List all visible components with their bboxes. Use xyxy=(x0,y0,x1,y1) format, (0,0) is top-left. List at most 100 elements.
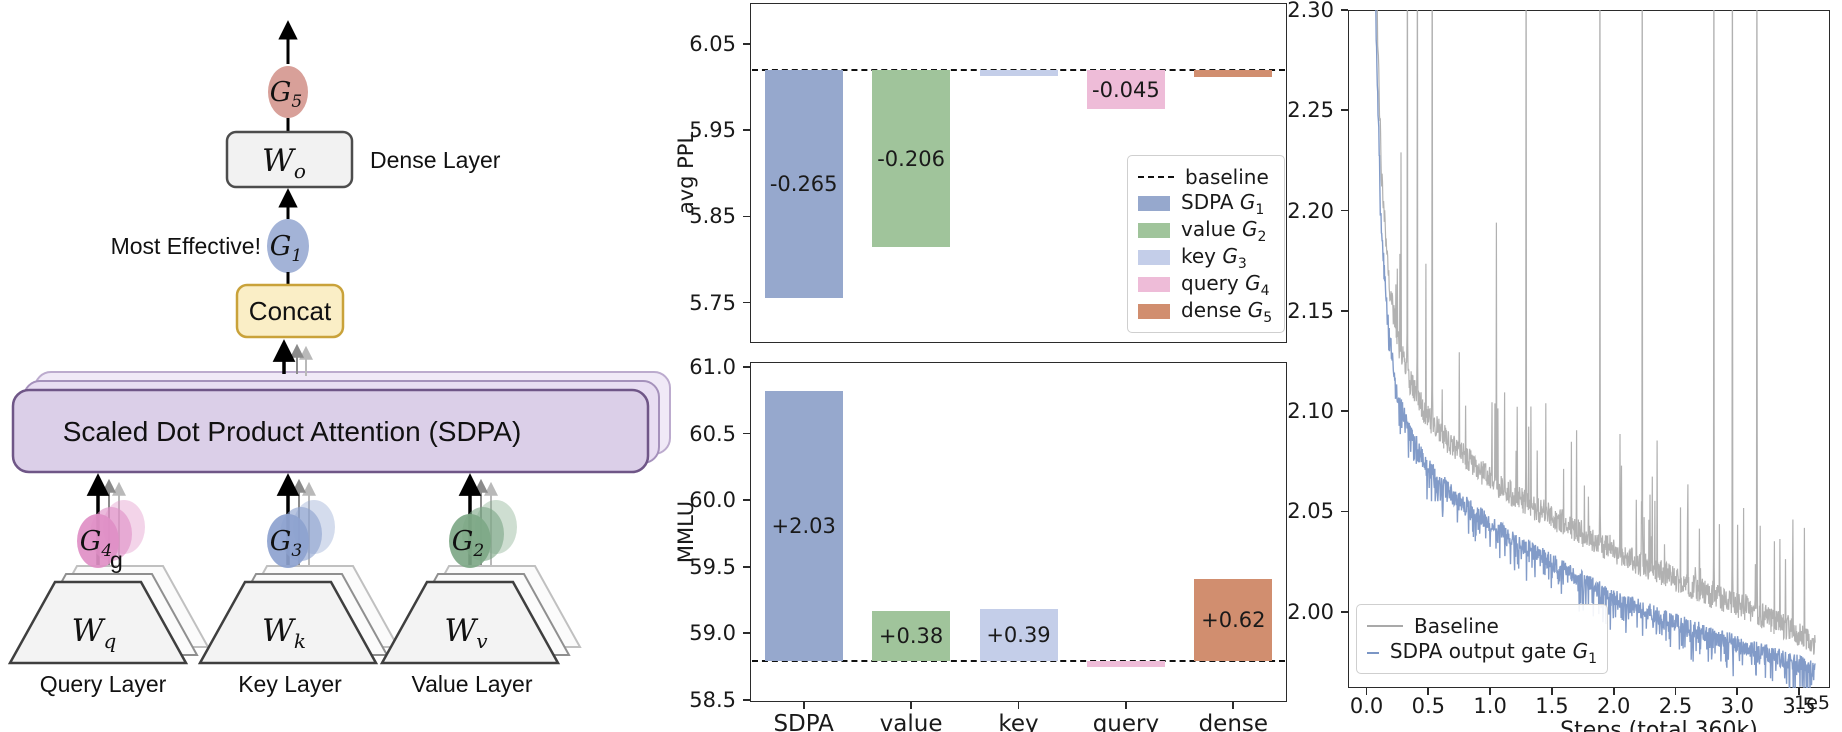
ppl-ytick-mark xyxy=(743,301,750,304)
bar-value xyxy=(872,610,951,662)
dense-layer-symbol: Wo xyxy=(262,143,306,183)
dense-layer-caption: Dense Layer xyxy=(370,147,501,173)
bar-SDPA xyxy=(764,70,843,299)
mmlu-ytick-mark xyxy=(743,432,750,435)
category-label-query: query xyxy=(1092,711,1160,732)
gate-g3-node xyxy=(267,514,309,568)
bar-label-SDPA: -0.265 xyxy=(769,172,838,197)
category-label-SDPA: SDPA xyxy=(773,711,834,732)
gate-g5-node xyxy=(268,66,308,118)
bar-label-value: -0.206 xyxy=(877,146,945,171)
wv-symbol: Wv xyxy=(444,613,488,653)
ppl-ytick-mark xyxy=(743,215,750,218)
legend-color-patch xyxy=(1138,277,1170,292)
legend-color-patch xyxy=(1138,223,1170,238)
bar-label-key: +0.39 xyxy=(986,623,1051,648)
gate-g5-label: G5 xyxy=(270,77,302,112)
concat-box xyxy=(235,283,345,339)
legend-item: key G3 xyxy=(1138,244,1274,272)
bar-label-query: -0.045 xyxy=(1092,77,1160,102)
wk-symbol: Wk xyxy=(262,613,306,653)
mmlu-ytick-mark xyxy=(743,698,750,701)
legend-item: SDPA G1 xyxy=(1138,189,1274,218)
legend-color-patch xyxy=(1138,250,1170,265)
sdpa-label: Scaled Dot Product Attention (SDPA) xyxy=(63,416,522,447)
legend-item: SDPA output gate G1 xyxy=(1367,639,1597,667)
mmlu-xtick-mark xyxy=(1017,702,1020,709)
gate-g4-label: G4 xyxy=(80,526,112,561)
loss-ytick-label: 2.00 xyxy=(1287,599,1334,624)
mmlu-ylabel: MMLU xyxy=(674,500,698,564)
legend-item: baseline xyxy=(1138,163,1274,190)
mmlu-ytick-mark xyxy=(743,565,750,568)
loss-xtick-label: 1.5 xyxy=(1535,694,1569,718)
loss-xtick-label: 1.0 xyxy=(1473,694,1507,718)
gate-g2-node xyxy=(449,514,491,568)
loss-xtick-label: 3.5 xyxy=(1782,694,1816,718)
legend-item: dense G5 xyxy=(1138,297,1274,326)
loss-ytick-label: 2.05 xyxy=(1287,499,1334,524)
ppl-ytick-label: 5.75 xyxy=(689,290,736,315)
loss-ytick-label: 2.25 xyxy=(1287,98,1334,123)
gate-g1-node xyxy=(267,219,309,273)
loss-ytick-label: 2.15 xyxy=(1287,298,1334,323)
category-label-dense: dense xyxy=(1198,711,1269,732)
mmlu-ytick-label: 59.0 xyxy=(689,621,736,646)
query-layer-caption: Query Layer xyxy=(40,671,167,697)
bar-query xyxy=(1086,661,1165,668)
loss-xtick-mark xyxy=(1427,688,1430,695)
branch-query: Wq G4 g Query Layer xyxy=(7,473,210,697)
loss-xtick-mark xyxy=(1674,688,1677,695)
loss-xtick-label: 2.0 xyxy=(1597,694,1631,718)
bar-key xyxy=(979,70,1058,77)
bar-label-dense: +0.62 xyxy=(1201,607,1266,632)
legend-color-patch xyxy=(1138,196,1170,211)
loss-ytick-mark xyxy=(1341,209,1348,212)
loss-xtick-mark xyxy=(1489,688,1492,695)
gate-g2-label: G2 xyxy=(452,526,484,561)
legend-label: query G4 xyxy=(1181,270,1270,299)
ppl-baseline-line xyxy=(752,69,1285,72)
series-sdpa-output-gate xyxy=(1375,10,1816,688)
legend-color-patch xyxy=(1138,304,1170,319)
legend-label: Baseline xyxy=(1414,613,1499,638)
loss-ytick-label: 2.30 xyxy=(1287,0,1334,22)
ppl-ylabel: avg PPL xyxy=(674,131,698,215)
legend-label: SDPA G1 xyxy=(1181,189,1265,218)
bar-SDPA xyxy=(764,390,843,662)
bar-label-value: +0.38 xyxy=(878,623,944,648)
category-label-value: value xyxy=(879,711,943,732)
loss-ytick-mark xyxy=(1341,510,1348,513)
wk-trapezoid xyxy=(197,580,379,665)
category-label-key: key xyxy=(998,711,1039,732)
gate-g3-label: G3 xyxy=(270,526,302,561)
mmlu-ytick-mark xyxy=(743,632,750,635)
mmlu-ytick-mark xyxy=(743,366,750,368)
mmlu-xtick-mark xyxy=(910,702,912,709)
bar-label-SDPA: +2.03 xyxy=(771,514,836,539)
ppl-legend: baseline SDPA G1 value G2 key G3 query G4 den… xyxy=(1127,155,1285,333)
mmlu-xtick-mark xyxy=(1232,702,1235,709)
mmlu-ytick-label: 60.5 xyxy=(689,421,736,446)
branch-key: Wk G3 Key Layer xyxy=(197,473,400,697)
loss-xtick-label: 2.5 xyxy=(1658,694,1693,718)
loss-ytick-mark xyxy=(1341,109,1348,112)
mmlu-xtick-mark xyxy=(802,702,805,709)
bar-query xyxy=(1086,70,1165,109)
mmlu-frame xyxy=(750,362,1287,702)
loss-xtick-mark xyxy=(1612,688,1615,695)
series-baseline xyxy=(1376,10,1816,655)
legend-label: value G2 xyxy=(1181,216,1267,245)
loss-xtick-mark xyxy=(1365,688,1368,695)
dense-layer-box xyxy=(225,130,354,189)
legend-dash-sample xyxy=(1138,175,1174,178)
loss-ytick-mark xyxy=(1341,610,1348,613)
most-effective-caption: Most Effective! xyxy=(111,233,261,259)
legend-label: dense G5 xyxy=(1181,297,1273,326)
loss-xtick-label: 0.5 xyxy=(1411,694,1446,718)
loss-ytick-mark xyxy=(1341,9,1348,11)
loss-xtick-label: 0.0 xyxy=(1349,694,1384,718)
ppl-ytick-mark xyxy=(743,129,750,132)
concat-label: Concat xyxy=(249,296,332,326)
